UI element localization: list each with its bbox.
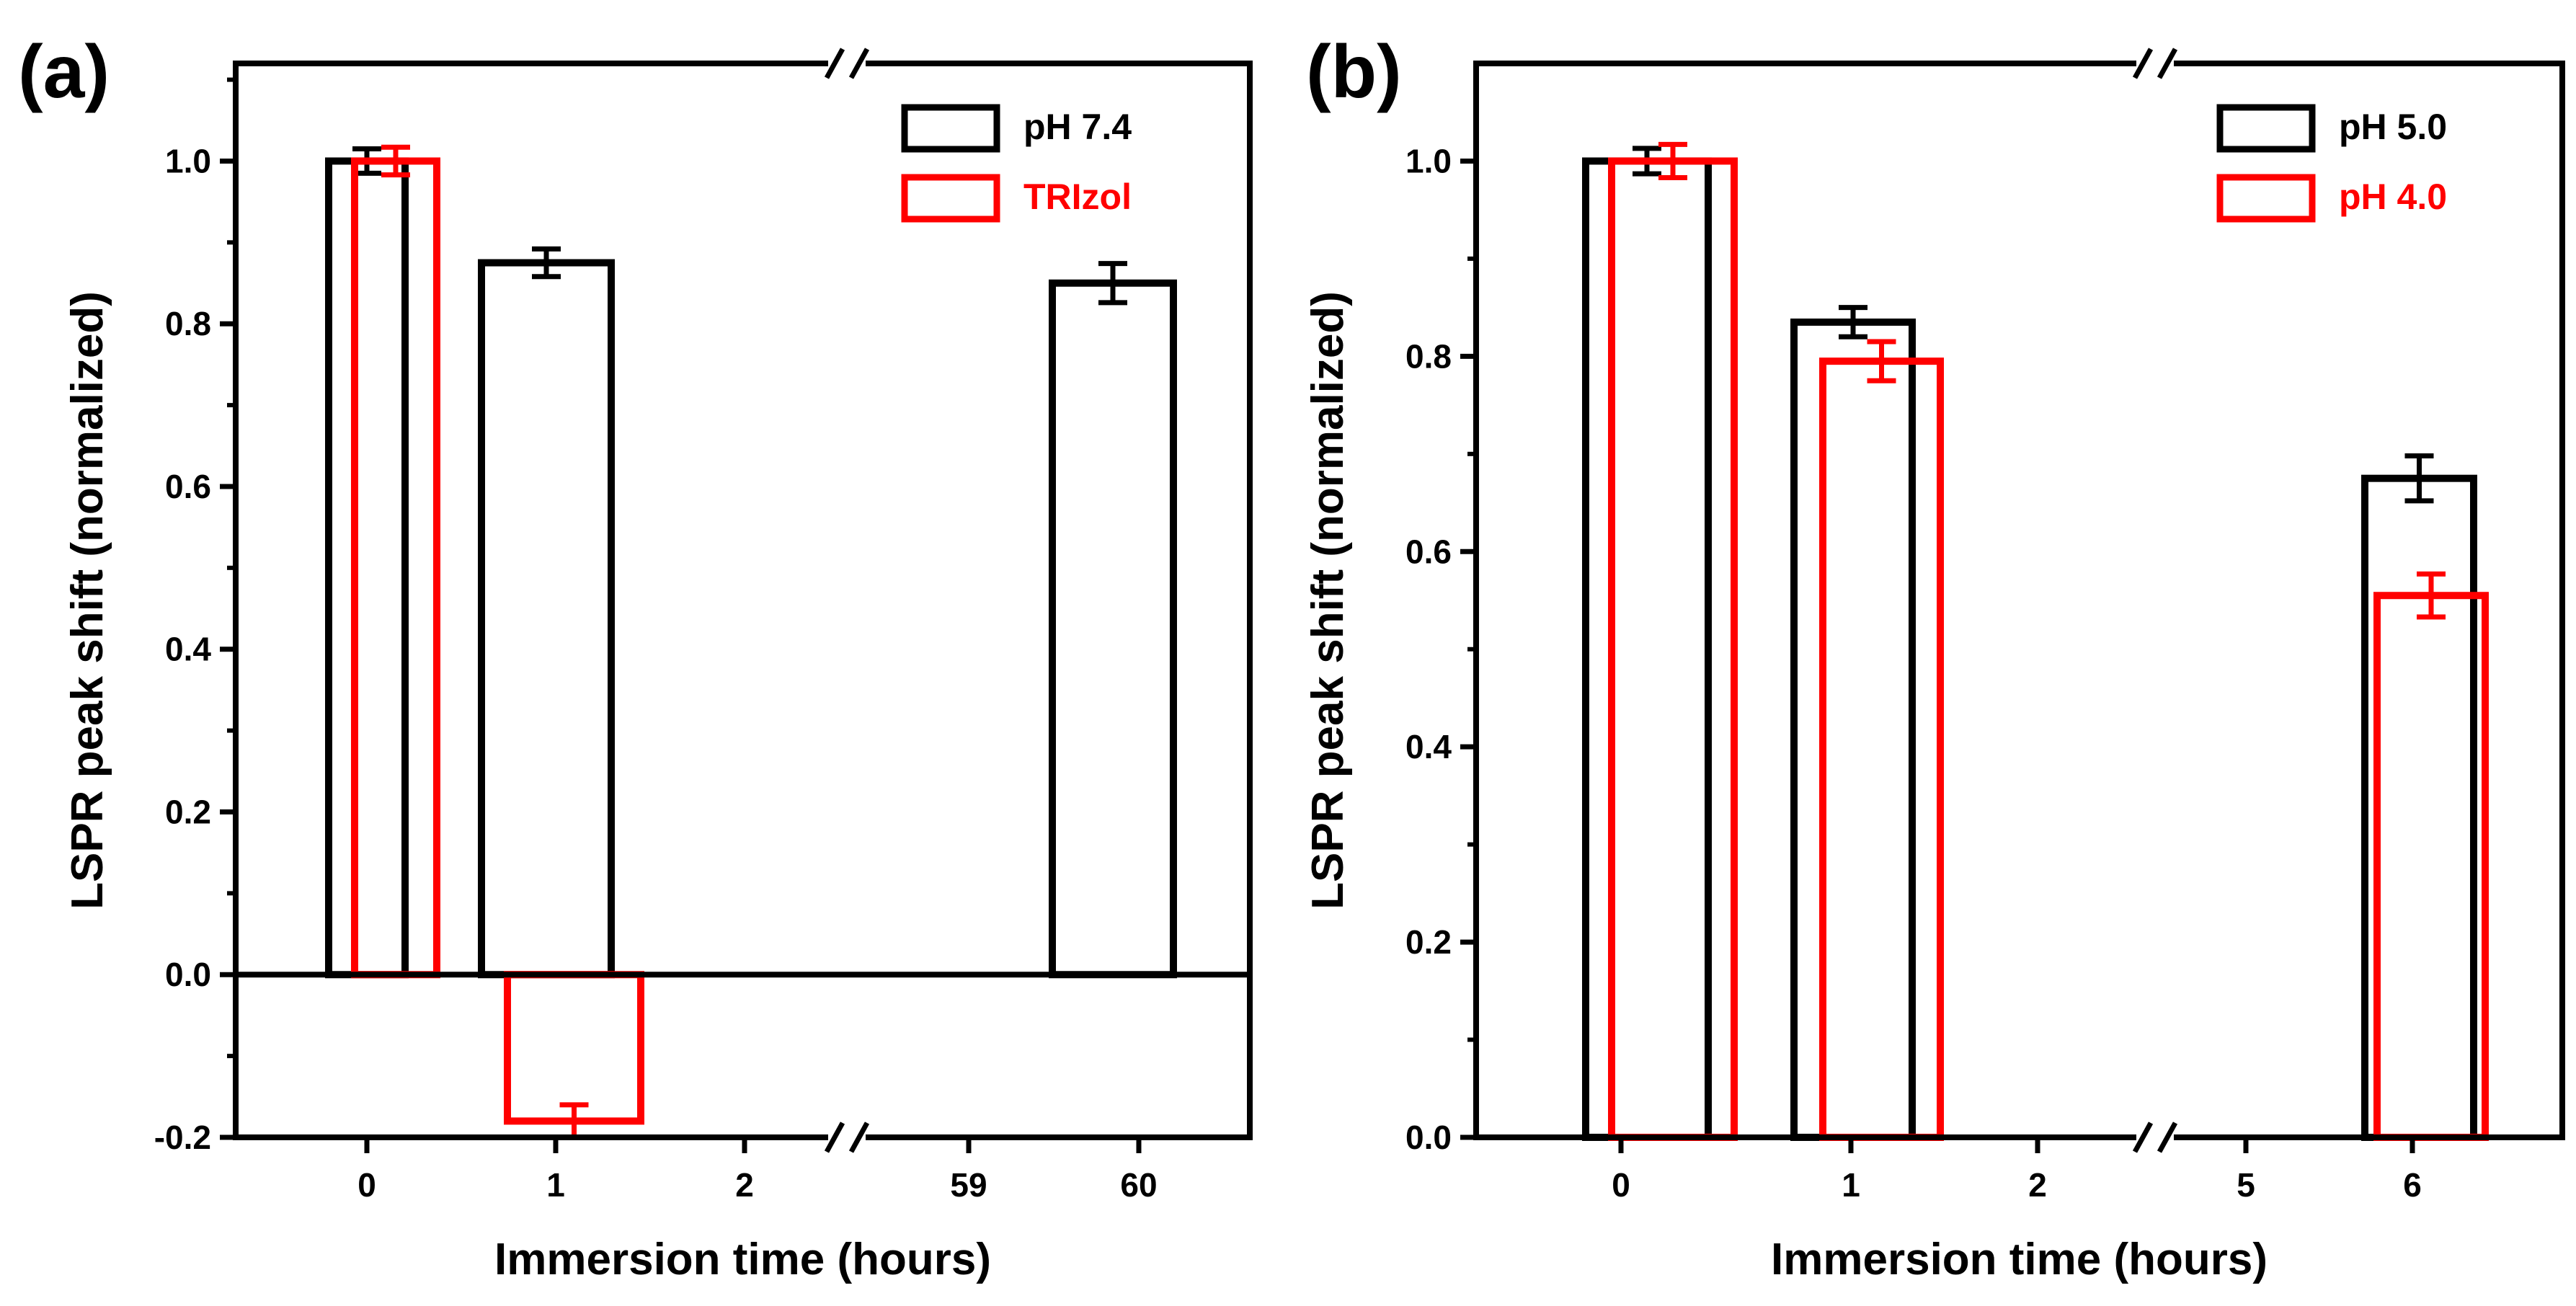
legend-label: pH 5.0 xyxy=(2339,107,2447,147)
panel-label: (b) xyxy=(1306,30,1402,114)
axis-break-mark xyxy=(2132,1121,2178,1153)
bar-ph-7.4-1 xyxy=(478,259,615,979)
bar-ph-5.0-6 xyxy=(2361,474,2477,1141)
x-axis-title: Immersion time (hours) xyxy=(1771,1235,2268,1284)
y-tick-label: 0.2 xyxy=(1405,923,1452,961)
legend-swatch xyxy=(901,104,1000,153)
bar-ph-5.0-1 xyxy=(1790,318,1916,1141)
bar-ph-7.4-60 xyxy=(1049,279,1177,979)
y-tick-label: 0.6 xyxy=(165,468,211,505)
chart-panel-1: (b) 0.0 0.2 0.4 0.6 0.8 1.0 0 1 2 5 6 Immersion time… xyxy=(1303,30,2565,1284)
y-tick-label: 0.8 xyxy=(165,305,211,342)
bar-trizol-1 xyxy=(504,971,644,1125)
axis-break-mark xyxy=(824,48,870,79)
x-tick-label: 1 xyxy=(1842,1166,1860,1204)
error-bar xyxy=(1658,141,1687,180)
legend-label: pH 7.4 xyxy=(1023,107,1132,147)
y-tick-label: 0.8 xyxy=(1405,337,1452,375)
x-tick-label: 60 xyxy=(1120,1166,1157,1204)
axis-break-mark xyxy=(824,1121,870,1153)
x-tick-label: 0 xyxy=(1612,1166,1630,1204)
x-tick-label: 59 xyxy=(950,1166,987,1204)
error-bar xyxy=(1867,339,1896,383)
y-tick-label: 0.0 xyxy=(165,956,211,993)
x-axis-title: Immersion time (hours) xyxy=(494,1235,991,1284)
bar-trizol-0 xyxy=(351,157,440,979)
y-tick-label: 1.0 xyxy=(165,142,211,179)
error-bar xyxy=(1098,261,1127,306)
legend: pH 7.4 TRIzol xyxy=(901,104,1132,223)
x-tick-label: 6 xyxy=(2403,1166,2422,1204)
bar-ph-7.4-0 xyxy=(325,157,409,979)
bar-ph-4.0-0 xyxy=(1608,157,1738,1141)
bar-ph-5.0-0 xyxy=(1582,157,1712,1141)
y-tick-label: -0.2 xyxy=(154,1119,211,1156)
x-tick-label: 1 xyxy=(546,1166,565,1204)
error-bar xyxy=(532,246,561,280)
error-bar xyxy=(381,144,410,178)
axis-break-mark xyxy=(2132,48,2178,79)
chart-panel-0: (a) -0.2 0.0 0.2 0.4 0.6 0.8 1.0 0 1 2 59 60 Immersio… xyxy=(18,30,1253,1284)
error-bar xyxy=(2404,453,2434,504)
error-bar xyxy=(2417,571,2446,620)
y-tick-label: 0.2 xyxy=(165,793,211,830)
legend-label: TRIzol xyxy=(1023,177,1132,217)
panel-label: (a) xyxy=(18,30,110,114)
y-tick-label: 0.4 xyxy=(1405,728,1452,765)
x-tick-label: 2 xyxy=(735,1166,754,1204)
y-axis-title: LSPR peak shift (normalized) xyxy=(1303,291,1353,910)
error-bar xyxy=(1839,305,1867,339)
x-tick-label: 2 xyxy=(2028,1166,2047,1204)
legend-swatch xyxy=(901,174,1000,223)
y-axis-title: LSPR peak shift (normalized) xyxy=(63,291,112,910)
y-tick-label: 0.4 xyxy=(165,631,211,668)
legend-swatch xyxy=(2216,174,2316,223)
bar-ph-4.0-6 xyxy=(2373,592,2489,1141)
legend: pH 5.0 pH 4.0 xyxy=(2216,104,2447,223)
y-tick-label: 1.0 xyxy=(1405,142,1452,179)
y-tick-label: 0.0 xyxy=(1405,1119,1452,1156)
x-tick-label: 5 xyxy=(2237,1166,2255,1204)
x-tick-label: 0 xyxy=(357,1166,376,1204)
legend-label: pH 4.0 xyxy=(2339,177,2447,217)
y-tick-label: 0.6 xyxy=(1405,533,1452,570)
legend-swatch xyxy=(2216,104,2316,153)
bar-ph-4.0-1 xyxy=(1819,357,1944,1141)
plot-frame xyxy=(1473,61,2565,1140)
